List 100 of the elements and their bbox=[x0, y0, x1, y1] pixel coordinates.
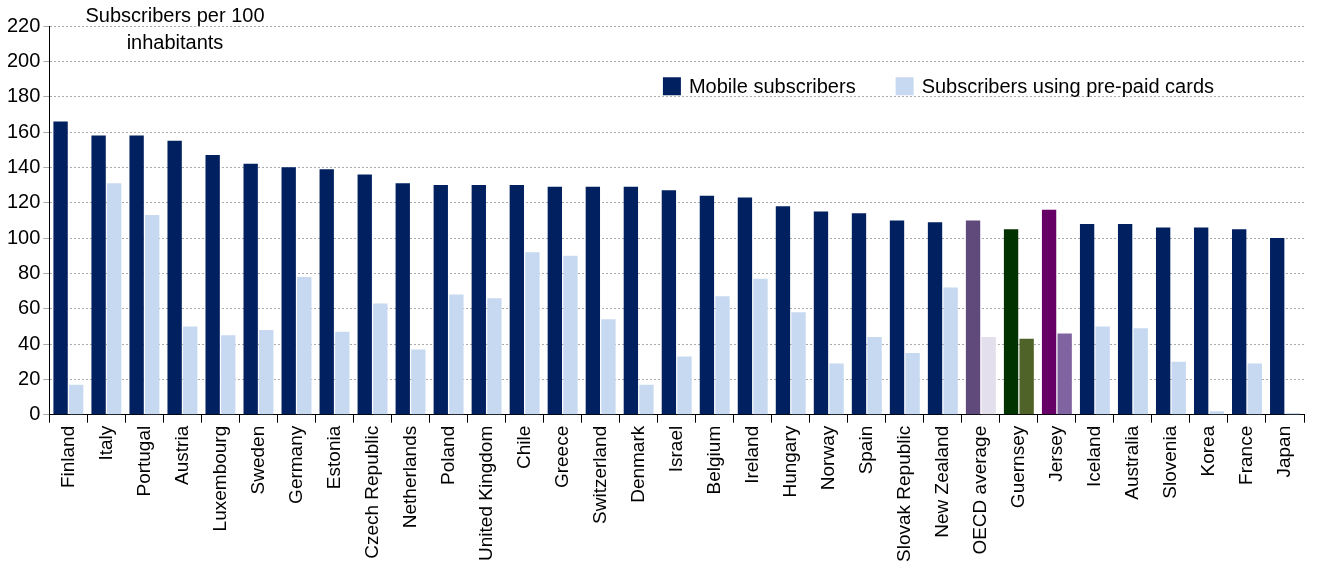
bar bbox=[623, 186, 639, 415]
x-tick-label: Denmark bbox=[626, 425, 648, 503]
bar bbox=[145, 215, 160, 415]
bar bbox=[563, 255, 578, 415]
bar bbox=[433, 185, 448, 415]
bar bbox=[585, 186, 601, 415]
bar bbox=[927, 222, 943, 415]
x-tick-label: Portugal bbox=[132, 425, 154, 497]
x-tick-label: Greece bbox=[550, 425, 572, 489]
y-tick-label: 200 bbox=[6, 48, 41, 71]
legend-label: Subscribers using pre-paid cards bbox=[921, 74, 1215, 97]
x-tick-label: Hungary bbox=[778, 425, 800, 498]
x-tick-label: Iceland bbox=[1083, 425, 1105, 488]
bar bbox=[167, 140, 182, 415]
bar bbox=[1057, 333, 1072, 415]
x-tick-label: Slovenia bbox=[1159, 425, 1181, 499]
bar bbox=[737, 197, 753, 415]
bar bbox=[1247, 363, 1262, 415]
bar bbox=[449, 294, 464, 415]
bar bbox=[319, 169, 334, 415]
bar bbox=[91, 135, 106, 415]
bar bbox=[395, 183, 410, 415]
x-tick-label: Switzerland bbox=[588, 425, 610, 524]
x-tick-label: Italy bbox=[94, 425, 116, 461]
y-tick-label: 180 bbox=[6, 84, 41, 107]
bar bbox=[715, 296, 730, 415]
x-tick-label: Spain bbox=[855, 425, 877, 475]
x-tick-label: Ireland bbox=[740, 425, 762, 484]
x-tick-label: Czech Republic bbox=[360, 425, 382, 559]
x-tick-label: Korea bbox=[1197, 425, 1219, 477]
legend-label: Mobile subscribers bbox=[688, 74, 856, 97]
x-tick-label: Estonia bbox=[322, 425, 344, 490]
x-tick-label: OECD average bbox=[969, 425, 991, 555]
bar bbox=[639, 384, 654, 415]
bar bbox=[1270, 238, 1285, 415]
y-tick-label: 120 bbox=[6, 190, 41, 213]
x-tick-label: Australia bbox=[1121, 425, 1143, 500]
bar bbox=[661, 190, 677, 415]
bar bbox=[243, 163, 258, 415]
x-tick-label: Slovak Republic bbox=[893, 425, 915, 563]
bar bbox=[183, 326, 198, 415]
bar bbox=[1003, 229, 1019, 415]
y-tick-label: 140 bbox=[6, 154, 41, 177]
bar bbox=[699, 195, 715, 415]
y-tick-label: 20 bbox=[18, 366, 41, 389]
y-tick-label: 220 bbox=[6, 13, 41, 36]
x-tick-label: Chile bbox=[512, 425, 534, 470]
bar bbox=[1155, 227, 1171, 415]
x-tick-label: Netherlands bbox=[398, 425, 420, 529]
x-tick-label: Luxembourg bbox=[208, 425, 230, 532]
y-tick-label: 40 bbox=[18, 331, 41, 354]
x-tick-label: Austria bbox=[170, 425, 192, 485]
bar bbox=[905, 352, 920, 415]
bar bbox=[1209, 411, 1224, 415]
bar bbox=[753, 278, 768, 415]
bar bbox=[965, 220, 981, 415]
y-tick-label: 80 bbox=[18, 260, 41, 283]
x-tick-label: Guernsey bbox=[1007, 425, 1029, 509]
bar bbox=[1232, 229, 1247, 415]
bar bbox=[1171, 361, 1186, 415]
x-tick-label: Finland bbox=[56, 425, 78, 489]
x-tick-label: United Kingdom bbox=[474, 425, 496, 561]
bar bbox=[357, 174, 372, 415]
bar bbox=[281, 167, 296, 415]
bar bbox=[1095, 326, 1110, 415]
bar bbox=[943, 287, 958, 415]
x-tick-label: Sweden bbox=[246, 425, 268, 495]
bar bbox=[601, 319, 616, 415]
bar bbox=[1193, 227, 1209, 415]
bar bbox=[221, 335, 236, 415]
x-tick-label: Israel bbox=[664, 425, 686, 473]
bar bbox=[259, 329, 274, 415]
bar bbox=[487, 298, 502, 415]
bar bbox=[69, 384, 84, 415]
y-tick-label: 100 bbox=[6, 225, 41, 248]
x-tick-label: Belgium bbox=[702, 425, 724, 495]
bar bbox=[677, 356, 692, 415]
x-tick-label: Poland bbox=[436, 425, 458, 485]
bar bbox=[335, 331, 350, 415]
bar bbox=[1117, 223, 1133, 415]
bar bbox=[525, 252, 540, 415]
x-tick-label: Norway bbox=[817, 425, 838, 491]
bar bbox=[851, 213, 867, 415]
bar bbox=[791, 312, 806, 415]
y-axis-title: Subscribers per 100 inhabitants bbox=[85, 3, 265, 53]
x-tick-label: New Zealand bbox=[931, 425, 953, 538]
x-tick-label: Jersey bbox=[1045, 425, 1067, 482]
x-tick-label: Germany bbox=[284, 425, 306, 504]
bar bbox=[1133, 328, 1148, 415]
bar bbox=[107, 183, 122, 415]
bar bbox=[1079, 223, 1095, 415]
y-tick-label: 160 bbox=[6, 119, 41, 142]
bar bbox=[867, 337, 882, 415]
x-tick-label: France bbox=[1235, 425, 1257, 485]
y-tick-label: 60 bbox=[18, 296, 41, 319]
bar bbox=[981, 337, 996, 415]
bar bbox=[509, 185, 524, 415]
bar bbox=[813, 211, 829, 415]
bar bbox=[129, 135, 144, 415]
bar bbox=[1019, 338, 1034, 415]
